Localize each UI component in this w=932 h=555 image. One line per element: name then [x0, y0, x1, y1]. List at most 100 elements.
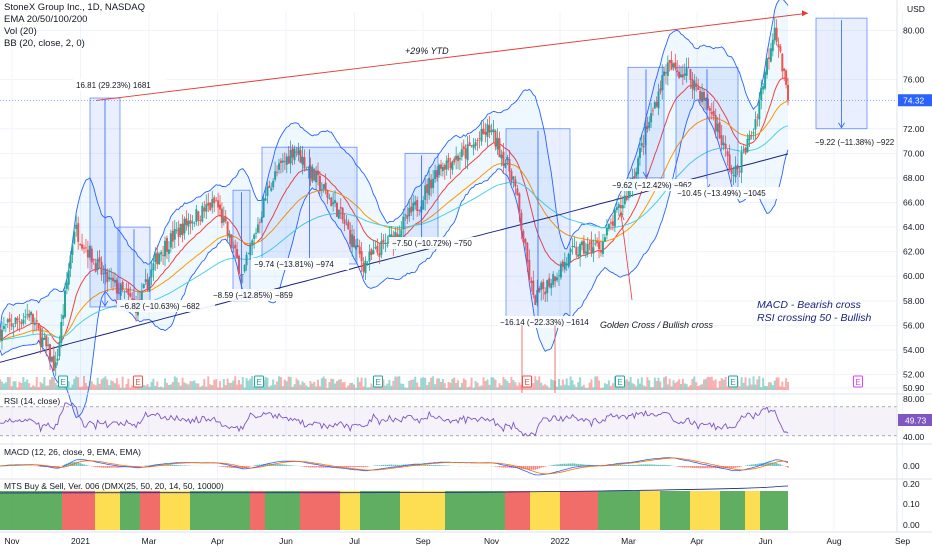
mts-signal-segment	[530, 491, 560, 530]
volume-bar	[70, 388, 72, 390]
volume-bar	[213, 380, 215, 390]
volume-bar	[20, 383, 22, 390]
candle-body	[215, 200, 217, 201]
candle-body	[781, 54, 783, 71]
candle-body	[87, 250, 89, 258]
earnings-marker[interactable]: E	[523, 376, 532, 387]
candle-body	[465, 148, 467, 158]
volume-bar	[650, 387, 652, 390]
volume-bar	[143, 385, 145, 390]
volume-bar	[311, 384, 313, 390]
candle-body	[251, 240, 253, 245]
mts-signal-segment	[745, 491, 760, 530]
macd-histogram-bar	[229, 466, 231, 468]
earnings-marker[interactable]: E	[134, 376, 143, 387]
current-price-label: 74.32	[903, 96, 925, 106]
candle-body	[487, 124, 489, 137]
volume-bar	[93, 384, 95, 390]
candle-body	[229, 234, 231, 238]
candle-body	[622, 205, 624, 208]
macd-histogram-bar	[643, 465, 645, 466]
macd-histogram-bar	[667, 465, 669, 466]
volume-bar	[477, 383, 479, 390]
legend-ema[interactable]: EMA 20/50/100/200	[4, 14, 145, 26]
macd-histogram-bar	[359, 466, 361, 467]
macd-histogram-bar	[577, 464, 579, 466]
volume-bar	[87, 386, 89, 390]
macd-histogram-bar	[733, 466, 735, 468]
rsi-title[interactable]: RSI (14, close)	[4, 396, 60, 406]
volume-bar	[55, 383, 57, 390]
candle-body	[592, 247, 594, 253]
price-tick: 58.00	[903, 296, 925, 306]
candle-body	[7, 319, 9, 322]
volume-bar	[195, 383, 197, 390]
price-tick: 56.00	[903, 320, 925, 330]
measure-label: −10.45 (−13.49%) −1045	[677, 189, 766, 198]
earnings-marker[interactable]: E	[59, 376, 68, 387]
volume-bar	[203, 379, 205, 390]
earnings-marker[interactable]: E	[616, 376, 625, 387]
candle-body	[440, 164, 442, 168]
legend-volume[interactable]: Vol (20)	[4, 26, 145, 38]
volume-bar	[106, 379, 108, 390]
candle-body	[223, 217, 225, 222]
macd-histogram-bar	[286, 465, 288, 466]
macd-histogram-bar	[618, 465, 620, 466]
volume-bar	[772, 385, 774, 390]
candle-body	[211, 199, 213, 208]
macd-histogram-bar	[105, 466, 107, 468]
volume-bar	[659, 382, 661, 390]
ytd-label: +29% YTD	[405, 46, 449, 56]
earnings-marker[interactable]: E	[255, 376, 264, 387]
macd-histogram-bar	[630, 465, 632, 466]
candle-body	[30, 312, 32, 315]
volume-bar	[538, 376, 540, 390]
volume-bar	[589, 383, 591, 390]
macd-histogram-bar	[227, 466, 229, 467]
volume-bar	[518, 382, 520, 390]
macd-title[interactable]: MACD (12, 26, close, 9, EMA, EMA)	[4, 447, 141, 457]
earnings-marker[interactable]: E	[729, 376, 738, 387]
volume-bar	[465, 380, 467, 390]
volume-bar	[701, 384, 703, 390]
macd-histogram-bar	[276, 464, 278, 466]
macd-histogram-bar	[692, 466, 694, 468]
earnings-marker[interactable]: E	[374, 376, 383, 387]
volume-bar	[45, 386, 47, 390]
volume-bar	[534, 376, 536, 390]
candle-body	[783, 68, 785, 71]
earnings-marker[interactable]: E	[854, 376, 863, 387]
macd-histogram-bar	[560, 464, 562, 466]
mts-title[interactable]: MTS Buy & Sell, Ver. 006 (DMX(25, 50, 20…	[4, 481, 224, 491]
legend-title[interactable]: StoneX Group Inc., 1D, NASDAQ	[4, 2, 145, 14]
candle-body	[608, 224, 610, 229]
measure-label: −16.14 (−22.33%) −1614	[500, 318, 589, 327]
candle-body	[616, 207, 618, 210]
candle-body	[362, 263, 364, 272]
legend-bollinger[interactable]: BB (20, close, 2, 0)	[4, 38, 145, 50]
candle-body	[162, 255, 164, 256]
time-tick: Nov	[484, 536, 500, 546]
volume-bar	[776, 377, 778, 390]
volume-bar	[18, 382, 20, 390]
macd-histogram-bar	[501, 466, 503, 467]
macd-histogram-bar	[626, 465, 628, 466]
volume-bar	[442, 379, 444, 390]
volume-bar	[628, 381, 630, 390]
volume-bar	[556, 387, 558, 390]
candle-body	[185, 219, 187, 225]
volume-bar	[95, 385, 97, 390]
price-tick: 76.00	[903, 75, 925, 85]
volume-bar	[77, 377, 79, 390]
macd-histogram-bar	[620, 465, 622, 466]
macd-histogram-bar	[361, 466, 363, 467]
volume-bar	[709, 377, 711, 390]
macd-histogram-bar	[751, 464, 753, 466]
macd-histogram-bar	[622, 465, 624, 466]
volume-bar	[656, 381, 658, 390]
candle-body	[756, 117, 758, 118]
volume-bar	[688, 387, 690, 390]
macd-histogram-bar	[108, 466, 110, 468]
volume-bar	[172, 382, 174, 390]
